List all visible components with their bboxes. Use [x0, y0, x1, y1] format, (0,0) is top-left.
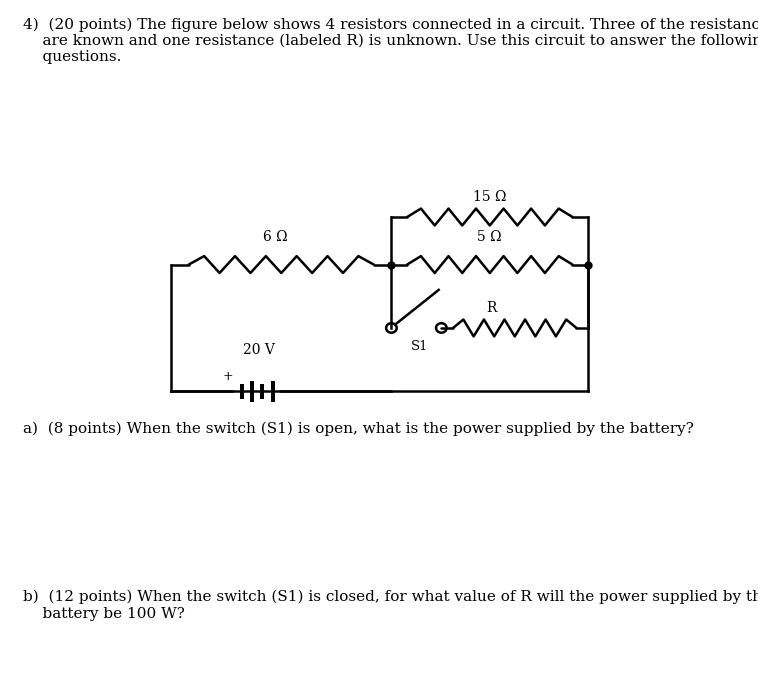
Text: a)  (8 points) When the switch (S1) is open, what is the power supplied by the b: a) (8 points) When the switch (S1) is op… [23, 422, 694, 436]
Text: 4)  (20 points) The figure below shows 4 resistors connected in a circuit. Three: 4) (20 points) The figure below shows 4 … [23, 17, 758, 64]
Text: b)  (12 points) When the switch (S1) is closed, for what value of R will the pow: b) (12 points) When the switch (S1) is c… [23, 590, 758, 621]
Text: R: R [486, 300, 496, 315]
Text: 6 Ω: 6 Ω [263, 230, 288, 244]
Text: 5 Ω: 5 Ω [478, 230, 502, 244]
Text: +: + [223, 370, 233, 383]
Text: 20 V: 20 V [243, 343, 275, 357]
Text: 15 Ω: 15 Ω [473, 190, 506, 204]
Text: S1: S1 [411, 340, 428, 353]
